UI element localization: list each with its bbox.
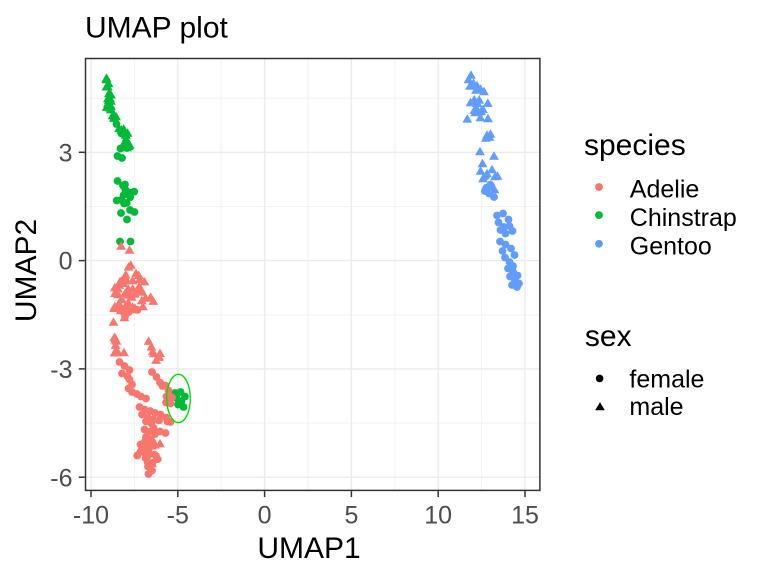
svg-text:Chinstrap: Chinstrap [630,204,737,232]
svg-text:sex: sex [585,320,632,353]
svg-text:UMAP2: UMAP2 [10,219,43,322]
svg-text:15: 15 [511,501,539,529]
svg-text:0: 0 [59,248,73,276]
svg-text:-3: -3 [50,356,72,384]
svg-text:UMAP plot: UMAP plot [85,12,229,45]
svg-text:species: species [584,129,686,162]
svg-text:male: male [629,393,683,421]
svg-text:3: 3 [59,139,73,167]
svg-text:-10: -10 [73,501,109,529]
svg-text:UMAP1: UMAP1 [257,532,360,565]
svg-text:-6: -6 [50,464,72,492]
svg-text:Adelie: Adelie [630,176,700,204]
svg-text:5: 5 [344,501,358,529]
svg-text:10: 10 [424,501,452,529]
svg-text:-5: -5 [167,501,189,529]
svg-text:0: 0 [258,501,272,529]
svg-text:female: female [629,366,704,394]
svg-text:Gentoo: Gentoo [630,233,712,261]
